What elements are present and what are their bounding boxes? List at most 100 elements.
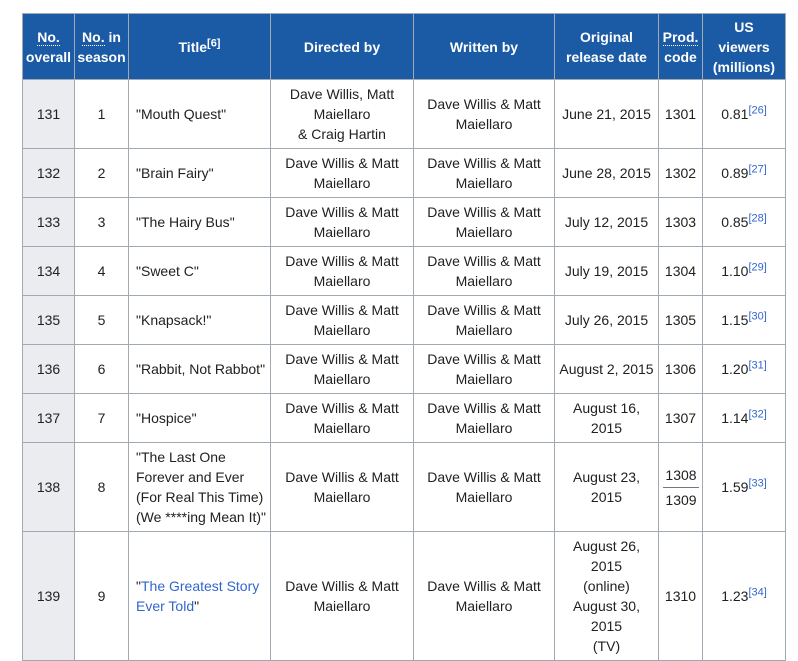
episode-no-in-season: 5 bbox=[74, 295, 129, 345]
episode-title: The Last One Forever and Ever (For Real … bbox=[136, 449, 264, 525]
title-close-quote: " bbox=[194, 598, 200, 614]
episode-no-in-season: 2 bbox=[74, 148, 129, 198]
episode-viewers-cell: 1.59[33] bbox=[702, 442, 786, 532]
header-millions-label: (millions) bbox=[712, 58, 776, 75]
episode-written-by: Dave Willis & Matt Maiellaro bbox=[413, 295, 555, 345]
title-close-quote: " bbox=[206, 312, 212, 328]
header-season-label: season bbox=[77, 48, 126, 65]
viewers-ref-link[interactable]: [29] bbox=[748, 261, 767, 274]
header-title-label: Title bbox=[178, 38, 208, 55]
episode-prod-code: 1303 bbox=[658, 197, 703, 247]
episode-no-overall: 136 bbox=[22, 344, 75, 394]
episode-directed-by: Dave Willis & Matt Maiellaro bbox=[270, 197, 414, 247]
header-no-overall: No. overall bbox=[22, 13, 75, 80]
episode-title: The Hairy Bus bbox=[140, 214, 230, 230]
episode-row: 138 8 "The Last One Forever and Ever (For … bbox=[22, 442, 786, 532]
header-in-label: in bbox=[108, 28, 121, 45]
header-viewers-label: viewers bbox=[718, 38, 770, 55]
episode-written-by: Dave Willis & Matt Maiellaro bbox=[413, 246, 555, 296]
episode-no-overall: 134 bbox=[22, 246, 75, 296]
episode-title-cell: "The Greatest Story Ever Told" bbox=[128, 531, 271, 661]
viewers-ref-link[interactable]: [31] bbox=[748, 359, 767, 372]
viewers-ref-link[interactable]: [32] bbox=[748, 408, 767, 421]
viewers-ref-link[interactable]: [33] bbox=[748, 477, 767, 490]
episode-table: No. overall No. in season Title[6] Direc… bbox=[22, 13, 786, 661]
episode-release-date: July 26, 2015 bbox=[554, 295, 659, 345]
episode-title: Brain Fairy bbox=[140, 165, 209, 181]
episode-viewers-cell: 0.89[27] bbox=[702, 148, 786, 198]
viewers-value: 0.89 bbox=[721, 165, 749, 181]
header-code-label: code bbox=[664, 48, 697, 65]
viewers-value: 1.10 bbox=[721, 263, 749, 279]
header-us-viewers: US viewers (millions) bbox=[702, 13, 786, 80]
episode-no-overall: 138 bbox=[22, 442, 75, 532]
episode-title-cell: "Knapsack!" bbox=[128, 295, 271, 345]
title-close-quote: " bbox=[208, 165, 214, 181]
episode-directed-by: Dave Willis & Matt Maiellaro bbox=[270, 393, 414, 443]
viewers-value: 0.85 bbox=[721, 214, 749, 230]
episode-viewers-cell: 0.81[26] bbox=[702, 79, 786, 149]
episode-title-cell: "Hospice" bbox=[128, 393, 271, 443]
episode-prod-code: 1306 bbox=[658, 344, 703, 394]
episode-written-by: Dave Willis & Matt Maiellaro bbox=[413, 79, 555, 149]
episode-written-by: Dave Willis & Matt Maiellaro bbox=[413, 442, 555, 532]
viewers-ref-link[interactable]: [27] bbox=[748, 163, 767, 176]
header-directed-by-label: Directed by bbox=[303, 38, 381, 55]
episode-no-overall: 135 bbox=[22, 295, 75, 345]
title-footnote-ref-link[interactable]: [6] bbox=[207, 36, 221, 49]
episode-no-overall: 133 bbox=[22, 197, 75, 247]
episode-title: Hospice bbox=[140, 410, 192, 426]
viewers-value: 1.15 bbox=[721, 312, 749, 328]
episode-no-in-season: 9 bbox=[74, 531, 129, 661]
episode-title-cell: "Rabbit, Not Rabbot" bbox=[128, 344, 271, 394]
header-directed-by: Directed by bbox=[270, 13, 414, 80]
no-abbreviation: No. bbox=[82, 28, 105, 46]
episode-title-cell: "Brain Fairy" bbox=[128, 148, 271, 198]
episode-release-date: July 19, 2015 bbox=[554, 246, 659, 296]
episode-row: 131 1 "Mouth Quest" Dave Willis, Matt Maiel… bbox=[22, 79, 786, 149]
header-title: Title[6] bbox=[128, 13, 271, 80]
episode-no-overall: 139 bbox=[22, 531, 75, 661]
title-open-quote: " bbox=[136, 361, 141, 377]
title-open-quote: " bbox=[136, 410, 141, 426]
title-close-quote: " bbox=[261, 509, 266, 525]
episode-table-body: 131 1 "Mouth Quest" Dave Willis, Matt Maiel… bbox=[22, 79, 786, 661]
title-open-quote: " bbox=[136, 165, 141, 181]
header-no-overall-label: overall bbox=[25, 48, 72, 65]
episode-no-in-season: 1 bbox=[74, 79, 129, 149]
viewers-ref-link[interactable]: [34] bbox=[748, 586, 767, 599]
episode-directed-by: Dave Willis & Matt Maiellaro bbox=[270, 246, 414, 296]
title-close-quote: " bbox=[221, 106, 227, 122]
episode-no-overall: 131 bbox=[22, 79, 75, 149]
episode-written-by: Dave Willis & Matt Maiellaro bbox=[413, 531, 555, 661]
viewers-value: 1.20 bbox=[721, 361, 749, 377]
header-no-in-season: No. in season bbox=[74, 13, 129, 80]
episode-directed-by: Dave Willis & Matt Maiellaro bbox=[270, 344, 414, 394]
episode-viewers-cell: 1.20[31] bbox=[702, 344, 786, 394]
episode-viewers-cell: 1.23[34] bbox=[702, 531, 786, 661]
episode-no-overall: 132 bbox=[22, 148, 75, 198]
title-open-quote: " bbox=[136, 263, 141, 279]
header-prod-code: Prod. code bbox=[658, 13, 703, 80]
episode-no-in-season: 6 bbox=[74, 344, 129, 394]
title-close-quote: " bbox=[193, 263, 199, 279]
title-open-quote: " bbox=[136, 214, 141, 230]
episode-title: Rabbit, Not Rabbot bbox=[140, 361, 261, 377]
episode-no-overall: 137 bbox=[22, 393, 75, 443]
episode-directed-by: Dave Willis, Matt Maiellaro & Craig Hart… bbox=[270, 79, 414, 149]
header-original-label: Original bbox=[580, 28, 633, 45]
viewers-ref-link[interactable]: [30] bbox=[748, 310, 767, 323]
episode-title: Sweet C bbox=[140, 263, 194, 279]
episode-title-link[interactable]: The Greatest Story Ever Told bbox=[136, 578, 260, 614]
episode-row: 136 6 "Rabbit, Not Rabbot" Dave Willis & Ma… bbox=[22, 344, 786, 394]
episode-prod-code: 1307 bbox=[658, 393, 703, 443]
episode-no-in-season: 7 bbox=[74, 393, 129, 443]
viewers-ref-link[interactable]: [28] bbox=[748, 212, 767, 225]
episode-prod-code: 1301 bbox=[658, 79, 703, 149]
header-us-label: US bbox=[734, 18, 754, 35]
episode-directed-by: Dave Willis & Matt Maiellaro bbox=[270, 148, 414, 198]
viewers-ref-link[interactable]: [26] bbox=[748, 104, 767, 117]
no-abbreviation: No. bbox=[37, 28, 60, 46]
header-release-date-label: release date bbox=[566, 48, 647, 65]
episode-release-date: June 21, 2015 bbox=[554, 79, 659, 149]
